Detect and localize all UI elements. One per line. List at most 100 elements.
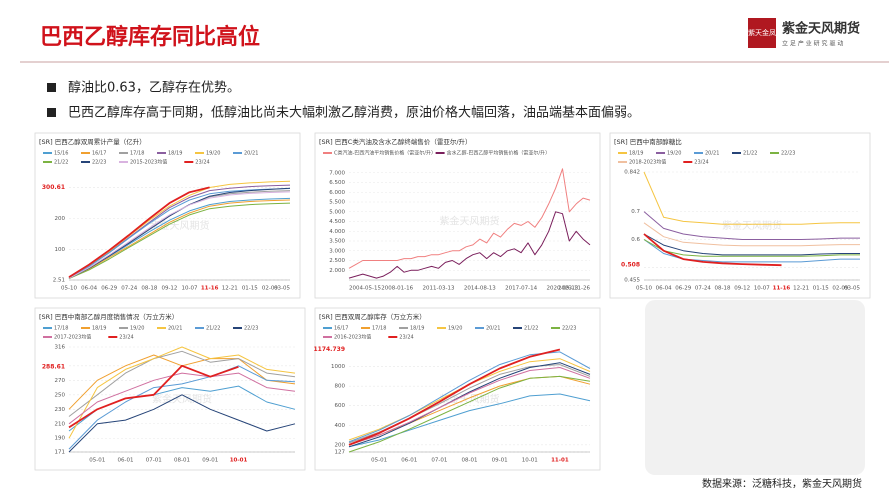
logo-mark: 紫天金凤: [748, 28, 776, 37]
x-tick-label: 10-01: [522, 458, 538, 464]
x-tick-label: 05-01: [371, 458, 387, 464]
series-line: [68, 364, 239, 429]
x-tick-label: 2004-05-15: [349, 286, 381, 292]
legend-label: 17/18: [130, 151, 144, 157]
x-tick-label: 2020-09-13: [546, 286, 578, 292]
legend-label: 23/24: [195, 160, 209, 166]
series-line: [348, 375, 591, 453]
y-tick-label: 0.455: [624, 278, 640, 284]
series-line: [68, 199, 291, 280]
x-tick-label: 2023-11-26: [558, 286, 590, 292]
series-line: [68, 350, 296, 417]
series-line: [68, 365, 296, 450]
x-tick-label: 11-16: [773, 286, 791, 292]
highlight-box: [39, 182, 67, 192]
series-line: [643, 233, 782, 267]
y-tick-label: 6.500: [329, 180, 345, 186]
legend-label: 2015-2023均值: [130, 159, 167, 166]
x-tick-label: 05-10: [61, 286, 77, 292]
x-tick-label: 09-01: [202, 458, 218, 464]
source-note: 数据来源：泛糖科技，紫金天风期货: [702, 477, 862, 490]
chart-watermark: 紫金天风期货: [722, 219, 782, 232]
x-tick-label: 01-15: [813, 286, 829, 292]
legend-label: 23/24: [694, 160, 708, 166]
x-tick-label: 05-10: [636, 286, 652, 292]
chart-watermark: 紫金天风期货: [440, 215, 500, 228]
y-tick-label: 3.000: [329, 248, 345, 254]
x-tick-label: 03-05: [844, 286, 860, 292]
legend-label: 19/20: [667, 151, 681, 157]
x-tick-label: 11-16: [201, 286, 219, 292]
legend-label: 16/17: [92, 151, 106, 157]
y-tick-label: 316: [55, 345, 66, 351]
x-tick-label: 07-24: [695, 286, 711, 292]
x-tick-label: 07-01: [146, 458, 162, 464]
chart-title: [SR] 巴西中南部醇糖比: [614, 137, 682, 146]
legend-label: 18/19: [410, 326, 424, 332]
y-tick-label: 250: [55, 392, 66, 398]
legend-label: 19/20: [130, 326, 144, 332]
y-tick-label: 200: [55, 216, 66, 222]
x-tick-label: 11-01: [551, 458, 569, 464]
legend-label: 19/20: [448, 326, 462, 332]
y-tick-label: 6.000: [329, 190, 345, 196]
highlight-box: [614, 260, 642, 270]
series-line: [68, 188, 291, 279]
highlight-value: 1174.739: [313, 346, 345, 353]
logo-slogan: 立 足 产 业 研 究 驱 动: [782, 40, 843, 48]
y-tick-label: 230: [55, 407, 66, 413]
y-tick-label: 0.842: [624, 170, 640, 176]
series-line: [643, 233, 860, 256]
legend-label: 20/21: [244, 151, 258, 157]
legend-label: 19/20: [206, 151, 220, 157]
logo-name: 紫金天风期货: [782, 21, 860, 37]
legend-label: 20/21: [705, 151, 719, 157]
series-line: [68, 186, 210, 278]
y-tick-label: 3.500: [329, 239, 345, 245]
y-tick-label: 270: [55, 378, 66, 384]
highlight-value: 288.61: [42, 363, 65, 370]
series-line: [643, 239, 860, 257]
y-tick-label: 1000: [331, 364, 345, 370]
series-line: [68, 202, 291, 280]
legend-label: 2018-2023均值: [629, 159, 666, 166]
x-tick-label: 12-21: [793, 286, 809, 292]
x-tick-label: 2008-01-16: [381, 286, 413, 292]
highlight-box: [39, 362, 67, 372]
x-tick-label: 09-12: [161, 286, 177, 292]
logo-mark-box: [748, 18, 776, 48]
series-line: [348, 362, 591, 448]
x-tick-label: 2014-08-13: [464, 286, 496, 292]
legend-label: 23/24: [119, 335, 133, 341]
legend-label: 含水乙醇-巴西乙醇平均销售价格（雷亚尔/升）: [447, 150, 550, 157]
chart-title: [SR] 巴西双周乙醇库存（万立方米）: [319, 312, 426, 321]
series-line: [348, 367, 591, 446]
y-tick-label: 4.500: [329, 219, 345, 225]
legend-label: 20/21: [168, 326, 182, 332]
series-line: [68, 394, 296, 453]
x-tick-label: 08-01: [462, 458, 478, 464]
y-tick-label: 171: [55, 450, 66, 456]
x-tick-label: 08-18: [141, 286, 157, 292]
series-line: [68, 346, 296, 439]
legend-label: 15/16: [54, 151, 68, 157]
y-tick-label: 2.500: [329, 258, 345, 264]
y-tick-label: 0.6: [631, 237, 640, 243]
chart-frame: [314, 307, 601, 471]
bullet-text: 巴西乙醇库存高于同期，低醇油比尚未大幅刺激乙醇消费，原油价格大幅回落，油品端基本…: [68, 105, 640, 121]
legend-label: 2017-2023均值: [54, 334, 91, 341]
x-tick-label: 03-05: [274, 286, 290, 292]
x-tick-label: 2011-03-13: [423, 286, 455, 292]
x-tick-label: 10-07: [182, 286, 198, 292]
x-tick-label: 07-01: [431, 458, 447, 464]
highlight-value: 0.508: [621, 262, 640, 269]
legend-label: 21/22: [743, 151, 757, 157]
x-tick-label: 06-29: [675, 286, 691, 292]
x-tick-label: 01-15: [242, 286, 258, 292]
legend-label: 16/17: [334, 326, 348, 332]
chart-frame: [34, 307, 306, 471]
bullet-text: 醇油比0.63，乙醇存在优势。: [68, 80, 240, 96]
series-line: [643, 222, 860, 247]
y-tick-label: 190: [55, 436, 66, 442]
highlight-value: 300.61: [42, 184, 65, 191]
